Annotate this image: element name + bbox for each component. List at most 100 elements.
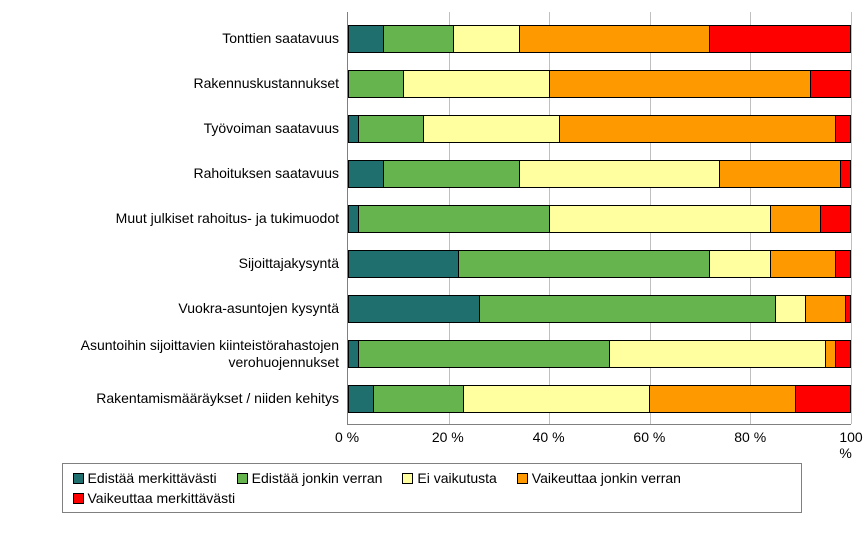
x-axis-row: 0 %20 %40 %60 %80 %100 %: [12, 425, 851, 455]
bar-segment: [805, 296, 845, 322]
gridline: [851, 12, 852, 424]
bar-segment: [609, 341, 825, 367]
bar-segment: [463, 386, 649, 412]
bar-row: [348, 286, 851, 331]
bar-segment: [358, 341, 609, 367]
y-axis-label: Rakentamismääräykset / niiden kehitys: [12, 376, 347, 421]
legend-label: Edistää jonkin verran: [252, 470, 383, 486]
y-axis-label: Muut julkiset rahoitus- ja tukimuodot: [12, 196, 347, 241]
bar-row: [348, 106, 851, 151]
y-axis-label: Tonttien saatavuus: [12, 16, 347, 61]
bar-segment: [519, 26, 710, 52]
bar-segment: [825, 341, 835, 367]
bar-segment: [348, 251, 458, 277]
y-axis-label: Rahoituksen saatavuus: [12, 151, 347, 196]
bar-segment: [770, 251, 835, 277]
bar-segment: [810, 71, 850, 97]
legend-item: Vaikeuttaa jonkin verran: [517, 470, 681, 486]
x-axis-tick: 80 %: [734, 429, 766, 445]
x-axis-tick: 0 %: [335, 429, 359, 445]
x-axis-tick: 20 %: [432, 429, 464, 445]
bar-segment: [835, 116, 850, 142]
plot-area: [347, 12, 851, 425]
y-axis-label: Rakennuskustannukset: [12, 61, 347, 106]
bar-segment: [549, 71, 810, 97]
legend-label: Vaikeuttaa merkittävästi: [88, 490, 236, 506]
bar-row: [348, 16, 851, 61]
legend-item: Vaikeuttaa merkittävästi: [73, 490, 236, 506]
bar-segment: [770, 206, 820, 232]
legend-swatch: [73, 493, 84, 504]
legend: Edistää merkittävästi Edistää jonkin verr…: [62, 463, 802, 513]
bars-container: [348, 16, 851, 421]
bar-segment: [549, 206, 770, 232]
bar-segment: [845, 296, 850, 322]
stacked-bar-chart: Tonttien saatavuusRakennuskustannuksetTy…: [12, 12, 851, 513]
bar-row: [348, 61, 851, 106]
bar-segment: [559, 116, 835, 142]
y-axis-label: Asuntoihin sijoittavien kiinteistörahast…: [12, 331, 347, 376]
bar-row: [348, 376, 851, 421]
stacked-bar: [348, 25, 851, 53]
bar-segment: [423, 116, 559, 142]
bar-segment: [348, 386, 373, 412]
x-axis-spacer: [12, 425, 347, 455]
legend-swatch: [517, 473, 528, 484]
bar-segment: [348, 341, 358, 367]
plot-row: Tonttien saatavuusRakennuskustannuksetTy…: [12, 12, 851, 425]
x-axis-tick: 60 %: [633, 429, 665, 445]
bar-segment: [709, 251, 769, 277]
bar-segment: [383, 161, 519, 187]
x-axis-tick: 40 %: [533, 429, 565, 445]
bar-segment: [820, 206, 850, 232]
stacked-bar: [348, 295, 851, 323]
bar-segment: [719, 161, 839, 187]
bar-segment: [348, 71, 403, 97]
legend-label: Vaikeuttaa jonkin verran: [532, 470, 681, 486]
stacked-bar: [348, 160, 851, 188]
bar-row: [348, 196, 851, 241]
y-axis-labels: Tonttien saatavuusRakennuskustannuksetTy…: [12, 12, 347, 425]
bar-segment: [649, 386, 795, 412]
bar-segment: [775, 296, 805, 322]
bar-segment: [835, 341, 850, 367]
bar-segment: [519, 161, 720, 187]
bar-segment: [403, 71, 549, 97]
bar-segment: [453, 26, 518, 52]
stacked-bar: [348, 205, 851, 233]
bar-segment: [348, 296, 479, 322]
legend-label: Ei vaikutusta: [417, 470, 496, 486]
bar-segment: [348, 206, 358, 232]
legend-item: Edistää merkittävästi: [73, 470, 217, 486]
legend-swatch: [73, 473, 84, 484]
bar-row: [348, 151, 851, 196]
legend-item: Ei vaikutusta: [402, 470, 496, 486]
stacked-bar: [348, 70, 851, 98]
legend-label: Edistää merkittävästi: [88, 470, 217, 486]
stacked-bar: [348, 385, 851, 413]
bar-segment: [348, 116, 358, 142]
bar-segment: [458, 251, 709, 277]
y-axis-label: Vuokra-asuntojen kysyntä: [12, 286, 347, 331]
bar-segment: [348, 26, 383, 52]
bar-segment: [709, 26, 850, 52]
bar-segment: [358, 116, 423, 142]
y-axis-label: Työvoiman saatavuus: [12, 106, 347, 151]
y-axis-label: Sijoittajakysyntä: [12, 241, 347, 286]
stacked-bar: [348, 250, 851, 278]
stacked-bar: [348, 115, 851, 143]
bar-segment: [479, 296, 775, 322]
legend-row: Edistää merkittävästi Edistää jonkin verr…: [12, 463, 851, 513]
stacked-bar: [348, 340, 851, 368]
x-axis-ticks: 0 %20 %40 %60 %80 %100 %: [347, 425, 851, 455]
bar-segment: [358, 206, 549, 232]
bar-segment: [348, 161, 383, 187]
legend-swatch: [237, 473, 248, 484]
legend-item: Edistää jonkin verran: [237, 470, 383, 486]
x-axis-tick: 100 %: [839, 429, 862, 461]
bar-row: [348, 241, 851, 286]
bar-segment: [373, 386, 463, 412]
bar-segment: [795, 386, 850, 412]
bar-segment: [840, 161, 850, 187]
bar-row: [348, 331, 851, 376]
